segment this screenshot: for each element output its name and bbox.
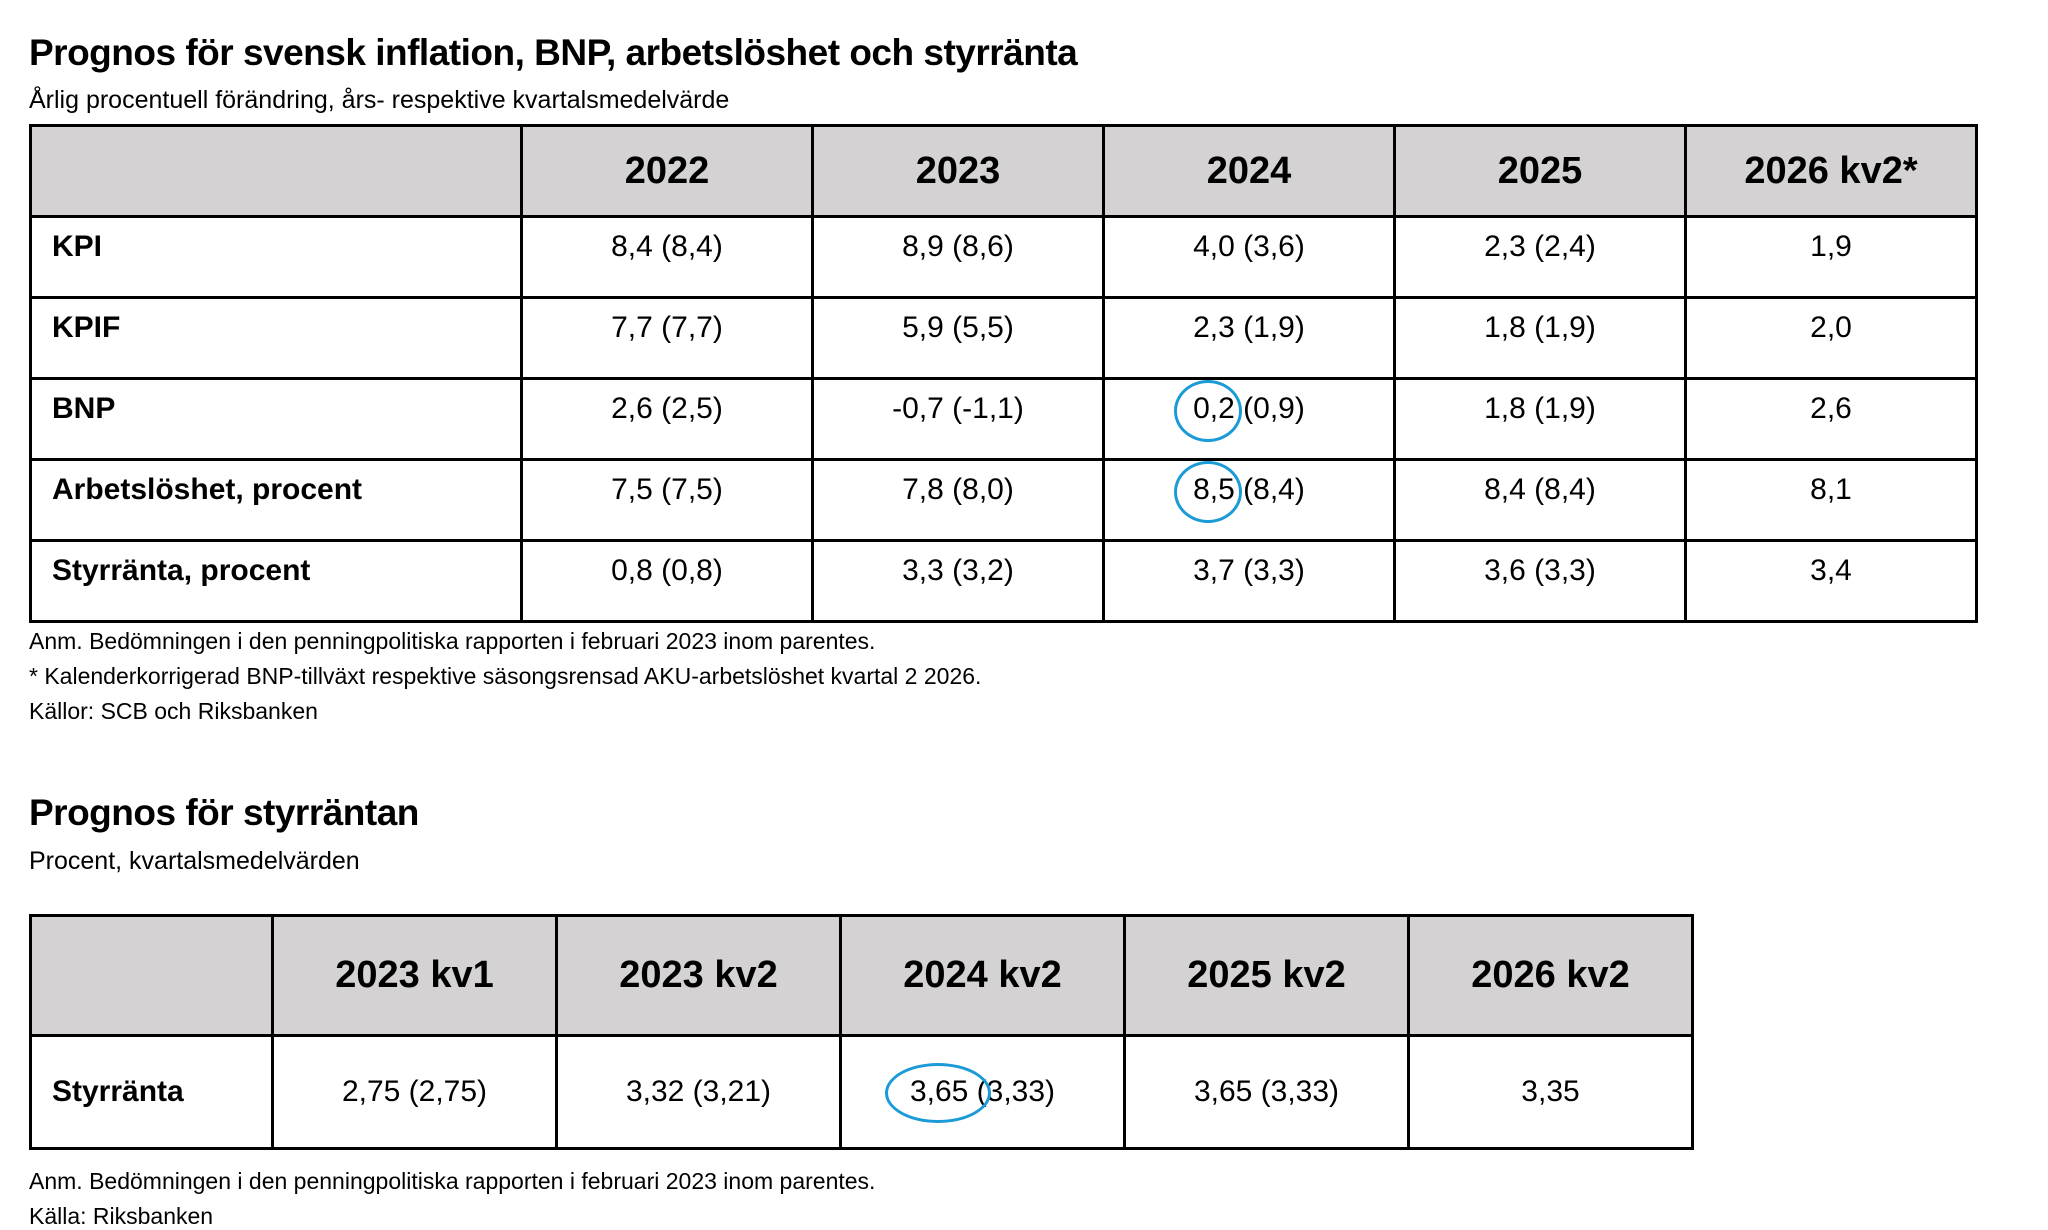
cell: 7,7 (7,7) <box>520 296 814 380</box>
note: * Kalenderkorrigerad BNP-tillväxt respek… <box>29 663 982 689</box>
row-label: KPI <box>29 215 523 299</box>
cell: 2,6 <box>1684 377 1978 461</box>
cell: 2,3 (2,4) <box>1393 215 1687 299</box>
cell: 8,1 <box>1684 458 1978 542</box>
policy-rate-table: 2023 kv1 2023 kv2 2024 kv2 2025 kv2 2026 kv2… <box>29 914 1694 1150</box>
cell: 1,9 <box>1684 215 1978 299</box>
subtitle: Årlig procentuell förändring, års- respe… <box>29 86 730 114</box>
cell: 0,2 (0,9) <box>1102 377 1396 461</box>
forecast-table: 2022 2023 2024 2025 2026 kv2* KPI 8,4 (8,4) 8,9… <box>29 124 1978 623</box>
row: Styrränta, procent 0,8 (0,8) 3,3 (3,2) 3,7 … <box>29 539 1978 623</box>
title: Prognos för svensk inflation, BNP, arbet… <box>29 32 1078 73</box>
header-cell: 2025 <box>1393 124 1687 218</box>
header-cell <box>29 914 274 1037</box>
cell: 4,0 (3,6) <box>1102 215 1396 299</box>
header-cell <box>29 124 523 218</box>
cell: 3,3 (3,2) <box>811 539 1105 623</box>
note: Anm. Bedömningen i den penningpolitiska … <box>29 1168 876 1194</box>
header-cell: 2022 <box>520 124 814 218</box>
header-row: 2023 kv1 2023 kv2 2024 kv2 2025 kv2 2026 kv2 <box>29 914 1694 1037</box>
header-cell: 2024 <box>1102 124 1396 218</box>
cell: 8,4 (8,4) <box>520 215 814 299</box>
cell: 2,6 (2,5) <box>520 377 814 461</box>
row-label: BNP <box>29 377 523 461</box>
row: KPI 8,4 (8,4) 8,9 (8,6) 4,0 (3,6) 2,3 (2,4) 1… <box>29 215 1978 299</box>
note: Anm. Bedömningen i den penningpolitiska … <box>29 628 876 654</box>
cell: 3,7 (3,3) <box>1102 539 1396 623</box>
cell: 2,75 (2,75) <box>271 1034 558 1150</box>
cell: 1,8 (1,9) <box>1393 296 1687 380</box>
header-row: 2022 2023 2024 2025 2026 kv2* <box>29 124 1978 218</box>
row-label: Styrränta, procent <box>29 539 523 623</box>
cell: 3,32 (3,21) <box>555 1034 842 1150</box>
header-cell: 2024 kv2 <box>839 914 1126 1037</box>
note: Källor: SCB och Riksbanken <box>29 698 318 724</box>
row-label: KPIF <box>29 296 523 380</box>
cell: 7,5 (7,5) <box>520 458 814 542</box>
cell: 2,0 <box>1684 296 1978 380</box>
cell: -0,7 (-1,1) <box>811 377 1105 461</box>
cell: 5,9 (5,5) <box>811 296 1105 380</box>
note: Källa: Riksbanken <box>29 1203 214 1229</box>
row: Styrränta 2,75 (2,75) 3,32 (3,21) 3,65 (3,3… <box>29 1034 1694 1150</box>
row: Arbetslöshet, procent 7,5 (7,5) 7,8 (8,0) 8… <box>29 458 1978 542</box>
cell: 3,65 (3,33) <box>1123 1034 1410 1150</box>
header-cell: 2025 kv2 <box>1123 914 1410 1037</box>
cell: 0,8 (0,8) <box>520 539 814 623</box>
cell: 8,9 (8,6) <box>811 215 1105 299</box>
cell: 3,4 <box>1684 539 1978 623</box>
header-cell: 2023 kv1 <box>271 914 558 1037</box>
header-cell: 2023 <box>811 124 1105 218</box>
title: Prognos för styrräntan <box>29 792 419 833</box>
highlight-circle <box>1174 380 1242 442</box>
cell: 2,3 (1,9) <box>1102 296 1396 380</box>
row: KPIF 7,7 (7,7) 5,9 (5,5) 2,3 (1,9) 1,8 (1,9)… <box>29 296 1978 380</box>
cell: 3,65 (3,33) <box>839 1034 1126 1150</box>
header-cell: 2023 kv2 <box>555 914 842 1037</box>
highlight-circle <box>1174 461 1242 523</box>
header-cell: 2026 kv2* <box>1684 124 1978 218</box>
subtitle: Procent, kvartalsmedelvärden <box>29 847 360 875</box>
cell: 8,4 (8,4) <box>1393 458 1687 542</box>
cell: 1,8 (1,9) <box>1393 377 1687 461</box>
cell: 8,5 (8,4) <box>1102 458 1396 542</box>
header-cell: 2026 kv2 <box>1407 914 1694 1037</box>
cell: 7,8 (8,0) <box>811 458 1105 542</box>
highlight-circle <box>884 1063 991 1123</box>
cell: 3,35 <box>1407 1034 1694 1150</box>
row-label: Styrränta <box>29 1034 274 1150</box>
row: BNP 2,6 (2,5) -0,7 (-1,1) 0,2 (0,9) 1,8 (1,9… <box>29 377 1978 461</box>
row-label: Arbetslöshet, procent <box>29 458 523 542</box>
cell: 3,6 (3,3) <box>1393 539 1687 623</box>
